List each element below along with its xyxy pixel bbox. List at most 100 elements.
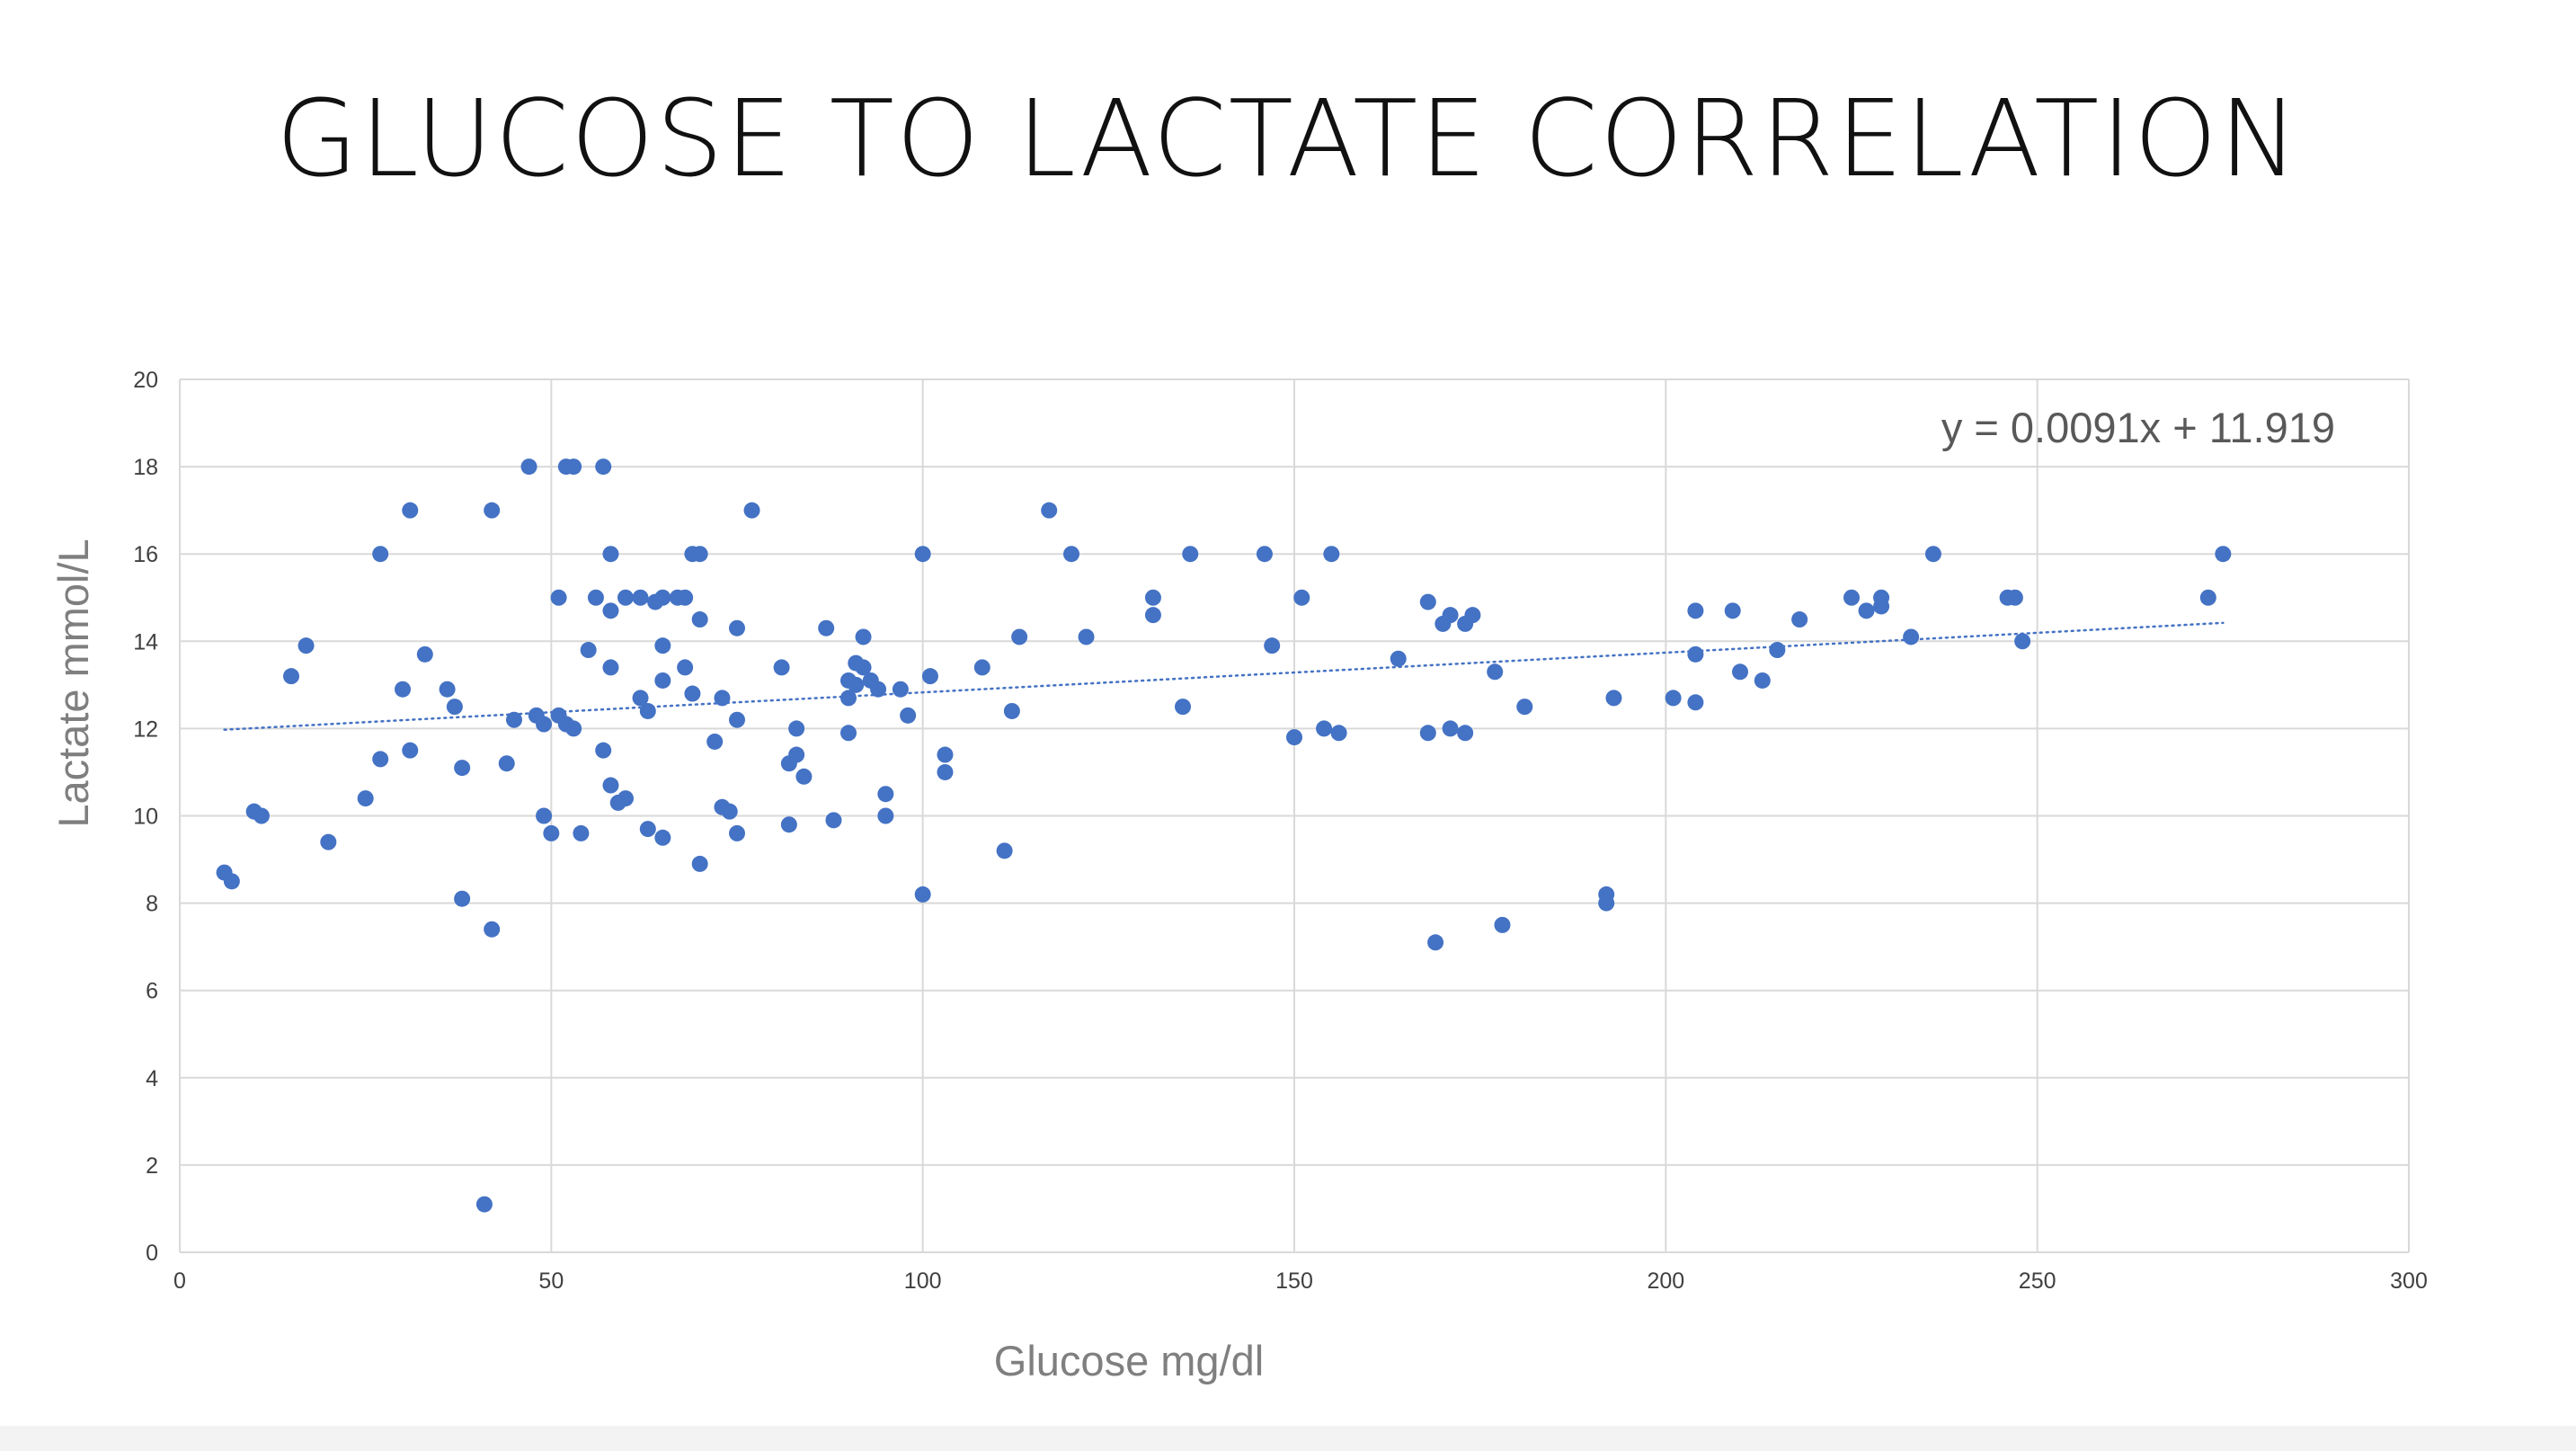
data-point [602,777,619,794]
y-tick-label: 18 [133,455,158,480]
x-axis-title: Glucose mg/dl [994,1337,1264,1384]
data-point [706,733,724,750]
data-point [372,546,389,563]
data-point [372,751,389,768]
y-axis-title: Lactate mmol/L [49,539,97,827]
data-point [639,821,656,838]
trendline-group [223,621,2225,731]
data-point [253,807,270,824]
data-point [1323,546,1340,563]
data-point [506,711,522,728]
slide-title: GLUCOSE TO LACTATE CORRELATION [275,76,2301,200]
data-point [788,746,805,763]
data-point [550,589,567,606]
data-point [587,589,604,606]
data-point [1419,725,1436,742]
grid [179,378,2410,1253]
data-point [1457,725,1474,742]
y-tick-label: 20 [133,368,158,393]
y-tick-label: 2 [146,1153,158,1179]
data-point [996,842,1013,859]
data-point [2199,589,2216,606]
data-point [1182,546,1199,563]
data-point [602,546,619,563]
slide-bottom-strip [0,1426,2576,1451]
data-point [1605,690,1622,707]
data-point [684,685,701,702]
data-point [298,637,315,654]
data-point [639,702,656,719]
data-point [2014,633,2031,650]
data-point [595,742,612,759]
data-point [691,855,708,872]
data-point [580,642,597,659]
y-tick-label: 14 [133,629,158,654]
data-point [1419,593,1436,610]
data-point [1487,663,1504,681]
data-point [1494,916,1511,933]
data-point [870,681,887,698]
data-point [848,676,865,693]
data-point [780,816,797,833]
data-point [1843,589,1860,606]
data-point [1286,729,1302,746]
data-point [840,690,857,707]
data-point [729,824,745,841]
data-point [602,602,619,619]
x-tick-label: 200 [1647,1269,1684,1294]
data-point [1256,546,1273,563]
y-tick-label: 4 [146,1066,158,1091]
data-points [216,458,2232,1213]
data-point [484,502,501,519]
data-point [1063,546,1079,563]
data-point [1464,607,1481,624]
y-tick-label: 0 [146,1241,158,1266]
data-point [677,589,694,606]
data-point [840,725,857,742]
y-tick-label: 6 [146,979,158,1004]
data-point [773,659,790,676]
data-point [520,458,537,476]
data-point [729,619,745,636]
data-point [1003,702,1020,719]
data-point [395,681,411,698]
data-point [1041,502,1058,519]
data-point [1665,690,1682,707]
data-point [573,824,590,841]
data-point [973,659,990,676]
data-point [1078,628,1095,645]
data-point [1687,645,1704,663]
trendline [223,621,2225,731]
data-point [743,502,760,519]
trendline-equation: y = 0.0091x + 11.919 [1941,404,2335,451]
data-point [565,720,582,737]
data-point [654,589,671,606]
data-point [921,668,938,685]
data-point [320,833,337,850]
data-point [602,659,619,676]
y-tick-label: 8 [146,892,158,917]
data-point [1175,699,1191,716]
data-point [855,628,872,645]
data-point [632,589,649,606]
data-point [654,672,671,689]
data-point [1873,598,1890,615]
data-point [892,681,909,698]
data-point [475,1196,493,1213]
data-point [1442,720,1459,737]
data-point [818,619,835,636]
x-tick-label: 300 [2390,1269,2428,1294]
data-point [691,611,708,628]
y-tick-label: 12 [133,717,158,742]
data-point [1144,589,1161,606]
data-point [439,681,456,698]
data-point [1858,602,1875,619]
data-point [283,668,299,685]
data-point [654,829,671,846]
data-point [1011,628,1028,645]
x-tick-label: 100 [904,1269,942,1294]
data-point [595,458,612,476]
